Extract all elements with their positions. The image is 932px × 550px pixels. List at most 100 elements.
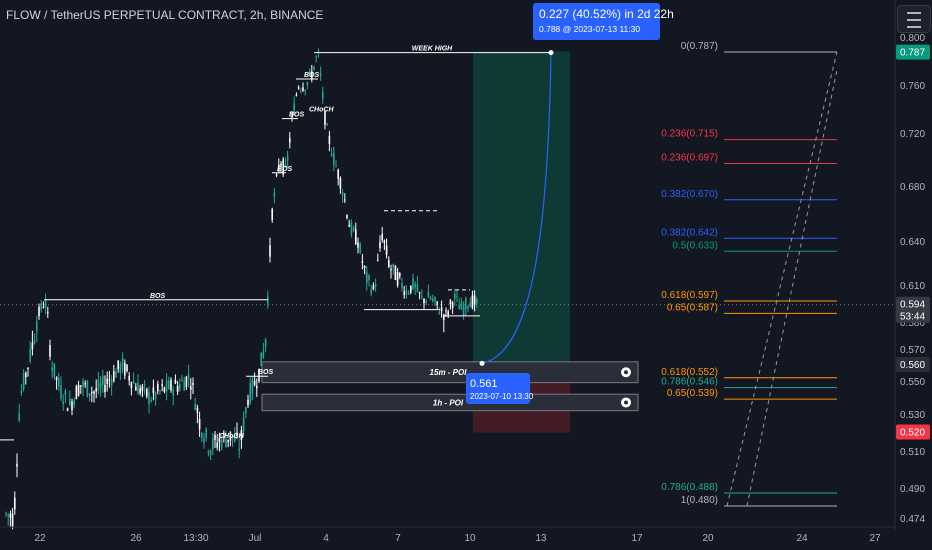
candle-body: [245, 407, 247, 414]
candle-body: [432, 298, 434, 302]
candle-body: [108, 379, 111, 381]
target-box: [533, 3, 660, 40]
y-axis-tick-label: 0.640: [900, 237, 925, 248]
bos-label: BOS: [258, 369, 274, 376]
candle-body: [31, 342, 34, 350]
candle-body: [209, 450, 212, 456]
candle-body: [196, 407, 199, 413]
candle-body: [249, 383, 251, 403]
candle-body: [319, 73, 322, 76]
candle-body: [275, 174, 278, 176]
candle-body: [273, 192, 276, 197]
candle-body: [427, 291, 430, 298]
candle-body: [223, 432, 225, 435]
candle-body: [297, 87, 300, 89]
candle-body: [9, 513, 12, 518]
candle-body: [454, 293, 456, 299]
candle-body: [51, 367, 53, 372]
candle-body: [399, 273, 401, 277]
candle-body: [462, 306, 465, 316]
y-axis-tick-label: 0.760: [900, 81, 925, 92]
candle-body: [262, 351, 265, 358]
candle-body: [36, 320, 38, 332]
candle-body: [333, 153, 335, 165]
x-axis-tick-label: Jul: [249, 533, 262, 544]
y-axis-tick-label: 0.474: [900, 514, 925, 525]
candle-body: [313, 66, 315, 70]
candle-body: [306, 82, 309, 85]
candle-body: [366, 271, 368, 284]
candle-body: [344, 199, 346, 201]
candle-body: [137, 382, 139, 395]
candle-body: [119, 363, 122, 373]
price-badge: [896, 424, 930, 440]
candle-body: [383, 240, 386, 244]
candle-body: [181, 379, 183, 381]
candle-body: [113, 371, 115, 382]
candle-body: [58, 378, 60, 387]
fib-level-label: 0.786(0.546): [661, 377, 718, 388]
price-badge-label: 0.520: [900, 428, 925, 439]
candle-body: [328, 135, 331, 144]
candle-body: [240, 430, 243, 441]
candle-body: [368, 275, 370, 281]
candle-body: [410, 285, 412, 293]
candle-body: [315, 56, 317, 58]
candle-body: [238, 448, 240, 451]
candle-body: [348, 224, 350, 227]
x-axis-tick-label: 4: [323, 533, 329, 544]
candle-body: [293, 103, 295, 115]
candle-body: [357, 242, 359, 248]
candle-body: [278, 164, 280, 171]
candle-body: [40, 303, 42, 310]
fib-level-label: 0.65(0.539): [667, 388, 718, 399]
fib-level-label: 0.786(0.488): [661, 482, 718, 493]
candle-body: [154, 392, 157, 399]
entry-box-line1: 0.561: [470, 378, 498, 390]
candle-body: [88, 393, 91, 396]
x-axis-tick-label: 13: [535, 533, 547, 544]
candle-body: [271, 208, 273, 221]
candle-body: [291, 116, 293, 118]
profit-zone: [473, 51, 570, 364]
candle-body: [53, 363, 56, 377]
candle-body: [242, 417, 245, 432]
candle-body: [460, 302, 463, 310]
candle-body: [361, 260, 364, 263]
candle-body: [141, 386, 144, 391]
bos-label: BOS: [150, 293, 166, 300]
candle-body: [161, 384, 163, 386]
candle-body: [434, 297, 436, 302]
candle-body: [185, 376, 188, 387]
x-axis-tick-label: 13:30: [183, 533, 208, 544]
candle-body: [93, 391, 95, 394]
candle-body: [401, 282, 403, 289]
y-axis-tick-label: 0.580: [900, 318, 925, 329]
candle-body: [308, 71, 311, 73]
candle-body: [476, 298, 478, 304]
candle-body: [416, 284, 419, 292]
candle-body: [18, 413, 20, 421]
candle-body: [44, 299, 47, 308]
candle-body: [447, 311, 449, 315]
fib-level-label: 0(0.787): [681, 41, 718, 52]
candle-body: [300, 89, 302, 91]
candle-body: [130, 382, 133, 389]
y-axis-tick-label: 0.510: [900, 447, 925, 458]
candle-body: [377, 259, 379, 261]
chart-menu-button[interactable]: [897, 5, 931, 33]
candle-body: [192, 383, 194, 385]
candle-body: [388, 260, 390, 267]
candle-body: [139, 388, 141, 394]
candle-body: [324, 110, 326, 125]
candle-body: [29, 348, 31, 362]
candle-body: [203, 438, 205, 443]
bos-label: BOS: [277, 166, 293, 173]
candle-body: [187, 374, 190, 379]
candle-body: [214, 434, 216, 440]
candle-body: [231, 435, 234, 439]
y-axis-tick-label: 0.550: [900, 377, 925, 388]
candle-body: [176, 385, 179, 392]
y-axis-tick-label: 0.680: [900, 182, 925, 193]
